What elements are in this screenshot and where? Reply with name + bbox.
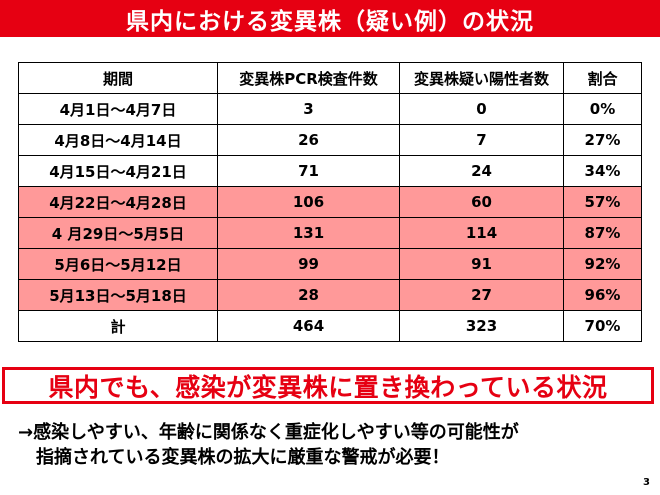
cell-ratio: 87% <box>563 217 642 249</box>
table-row-highlighted: 5月6日～5月12日 99 91 92% <box>18 248 642 280</box>
total-ratio: 70% <box>563 310 642 342</box>
cell-ratio: 34% <box>563 155 642 187</box>
cell-suspected: 60 <box>399 186 564 218</box>
cell-period: 4月8日～4月14日 <box>18 124 218 156</box>
header-period: 期間 <box>18 62 218 94</box>
cell-pcr: 28 <box>217 279 400 311</box>
header-suspected-positives: 変異株疑い陽性者数 <box>399 62 564 94</box>
page-number: 3 <box>643 477 650 488</box>
cell-suspected: 27 <box>399 279 564 311</box>
note-line-2: 指摘されている変異株の拡大に厳重な警戒が必要！ <box>36 447 450 468</box>
total-label: 計 <box>18 310 218 342</box>
cell-suspected: 24 <box>399 155 564 187</box>
total-suspected: 323 <box>399 310 564 342</box>
cell-ratio: 57% <box>563 186 642 218</box>
cell-pcr: 106 <box>217 186 400 218</box>
cell-suspected: 7 <box>399 124 564 156</box>
header-pcr-tests: 変異株PCR検査件数 <box>217 62 400 94</box>
table-row: 4月1日～4月7日 3 0 0% <box>18 93 642 125</box>
cell-period: 4月1日～4月7日 <box>18 93 218 125</box>
title-banner: 県内における変異株（疑い例）の状況 <box>0 0 660 37</box>
table-header-row: 期間 変異株PCR検査件数 変異株疑い陽性者数 割合 <box>18 62 642 94</box>
cell-period: 4月22日～4月28日 <box>18 186 218 218</box>
cell-ratio: 96% <box>563 279 642 311</box>
cell-period: 4月15日～4月21日 <box>18 155 218 187</box>
cell-suspected: 91 <box>399 248 564 280</box>
table-row-highlighted: 4 月29日～5月5日 131 114 87% <box>18 217 642 249</box>
cell-pcr: 131 <box>217 217 400 249</box>
page-title: 県内における変異株（疑い例）の状況 <box>126 8 534 35</box>
cell-pcr: 26 <box>217 124 400 156</box>
table-row: 4月15日～4月21日 71 24 34% <box>18 155 642 187</box>
key-message-box: 県内でも、感染が変異株に置き換わっている状況 <box>2 367 654 404</box>
cell-suspected: 114 <box>399 217 564 249</box>
cell-pcr: 99 <box>217 248 400 280</box>
header-ratio: 割合 <box>563 62 642 94</box>
table-total-row: 計 464 323 70% <box>18 310 642 342</box>
cell-suspected: 0 <box>399 93 564 125</box>
variant-status-table: 期間 変異株PCR検査件数 変異株疑い陽性者数 割合 4月1日～4月7日 3 0… <box>18 62 642 342</box>
note-line-1: →感染しやすい、年齢に関係なく重症化しやすい等の可能性が <box>18 422 519 443</box>
warning-note: →感染しやすい、年齢に関係なく重症化しやすい等の可能性が 指摘されている変異株の… <box>18 420 648 470</box>
cell-pcr: 3 <box>217 93 400 125</box>
cell-ratio: 0% <box>563 93 642 125</box>
cell-ratio: 27% <box>563 124 642 156</box>
key-message: 県内でも、感染が変異株に置き換わっている状況 <box>48 372 608 402</box>
cell-period: 5月6日～5月12日 <box>18 248 218 280</box>
table-row-highlighted: 5月13日～5月18日 28 27 96% <box>18 279 642 311</box>
cell-pcr: 71 <box>217 155 400 187</box>
table-row: 4月8日～4月14日 26 7 27% <box>18 124 642 156</box>
table-row-highlighted: 4月22日～4月28日 106 60 57% <box>18 186 642 218</box>
cell-period: 5月13日～5月18日 <box>18 279 218 311</box>
cell-period: 4 月29日～5月5日 <box>18 217 218 249</box>
cell-ratio: 92% <box>563 248 642 280</box>
total-pcr: 464 <box>217 310 400 342</box>
